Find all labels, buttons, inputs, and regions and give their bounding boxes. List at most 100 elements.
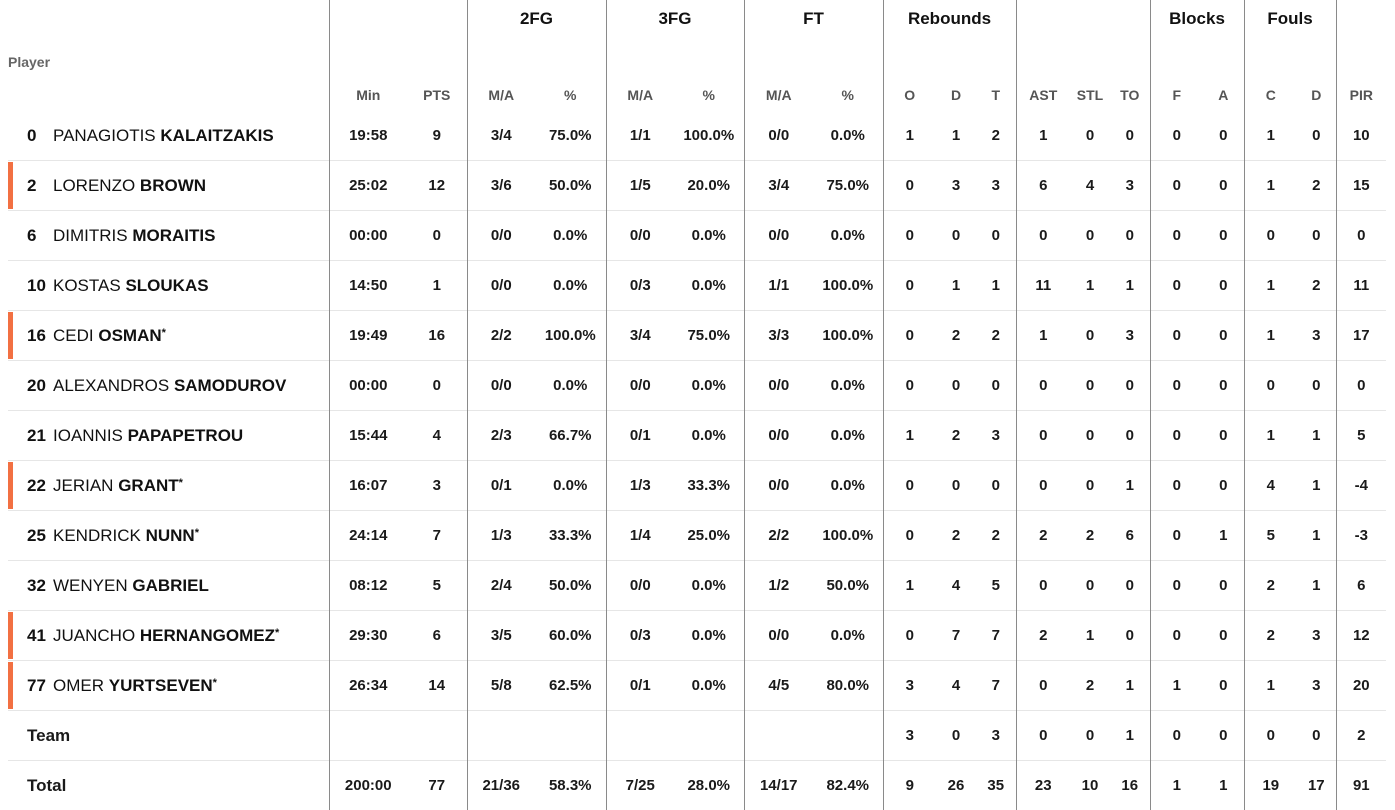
- cell-fouls-drawn: 1: [1297, 411, 1336, 461]
- player-last-name[interactable]: NUNN: [146, 526, 195, 545]
- cell-reb-off: 1: [883, 561, 936, 611]
- cell-2fg-pct: 50.0%: [535, 161, 606, 211]
- cell-points: 16: [407, 311, 467, 361]
- player-number: 25: [27, 526, 49, 546]
- player-last-name[interactable]: SAMODUROV: [174, 376, 286, 395]
- player-last-name[interactable]: KALAITZAKIS: [160, 126, 273, 145]
- total-label: Total: [8, 761, 329, 810]
- header-blk-a[interactable]: A: [1203, 38, 1244, 111]
- cell-2fg-pct: 62.5%: [535, 661, 606, 711]
- cell-blocks-for: 0: [1150, 411, 1203, 461]
- cell-fouls-committed: 19: [1244, 761, 1297, 810]
- cell-2fg-pct: 0.0%: [535, 361, 606, 411]
- cell-blocks-against: 0: [1203, 611, 1244, 661]
- cell-points: 14: [407, 661, 467, 711]
- cell-3fg-made-attempted: 3/4: [606, 311, 674, 361]
- player-last-name[interactable]: YURTSEVEN: [109, 676, 213, 695]
- cell-fouls-drawn: 3: [1297, 311, 1336, 361]
- header-2fg-ma[interactable]: M/A: [467, 38, 535, 111]
- cell-turnovers: 0: [1110, 561, 1150, 611]
- cell-3fg-pct: 0.0%: [674, 361, 744, 411]
- cell-3fg-pct: 75.0%: [674, 311, 744, 361]
- player-first-name: JERIAN: [53, 476, 113, 495]
- cell-3fg-made-attempted: 0/0: [606, 211, 674, 261]
- cell-reb-off: 3: [883, 661, 936, 711]
- header-blk-f[interactable]: F: [1150, 38, 1203, 111]
- cell-minutes: 200:00: [329, 761, 407, 810]
- cell-blocks-for: 0: [1150, 111, 1203, 161]
- cell-3fg-made-attempted: 0/0: [606, 361, 674, 411]
- player-last-name[interactable]: GABRIEL: [132, 576, 209, 595]
- header-3fg-pct[interactable]: %: [674, 38, 744, 111]
- header-3fg-ma[interactable]: M/A: [606, 38, 674, 111]
- cell-reb-total: 5: [976, 561, 1016, 611]
- header-reb-d[interactable]: D: [936, 38, 976, 111]
- header-to[interactable]: TO: [1110, 38, 1150, 111]
- cell-3fg-made-attempted: 0/0: [606, 561, 674, 611]
- player-last-name[interactable]: PAPAPETROU: [128, 426, 244, 445]
- cell-reb-def: 0: [936, 711, 976, 761]
- header-min[interactable]: Min: [329, 38, 407, 111]
- player-last-name[interactable]: HERNANGOMEZ: [140, 626, 275, 645]
- cell-fouls-drawn: 1: [1297, 511, 1336, 561]
- header-reb-o[interactable]: O: [883, 38, 936, 111]
- header-ft-ma[interactable]: M/A: [744, 38, 813, 111]
- cell-pir: 91: [1336, 761, 1386, 810]
- header-ft-pct[interactable]: %: [813, 38, 883, 111]
- cell-fouls-committed: 1: [1244, 261, 1297, 311]
- player-last-name[interactable]: BROWN: [140, 176, 206, 195]
- header-2fg-pct[interactable]: %: [535, 38, 606, 111]
- cell-fouls-drawn: 1: [1297, 561, 1336, 611]
- cell-ft-pct: 0.0%: [813, 611, 883, 661]
- header-pts[interactable]: PTS: [407, 38, 467, 111]
- cell-ft-pct: 50.0%: [813, 561, 883, 611]
- cell-reb-off: 0: [883, 461, 936, 511]
- header-reb-t[interactable]: T: [976, 38, 1016, 111]
- cell-pir: 5: [1336, 411, 1386, 461]
- cell-fouls-drawn: 0: [1297, 111, 1336, 161]
- cell-points: 77: [407, 761, 467, 810]
- cell-steals: 4: [1070, 161, 1110, 211]
- player-last-name[interactable]: SLOUKAS: [125, 276, 208, 295]
- header-player[interactable]: Player: [8, 38, 329, 111]
- cell-turnovers: 6: [1110, 511, 1150, 561]
- cell-3fg-made-attempted: 1/4: [606, 511, 674, 561]
- player-last-name[interactable]: GRANT: [118, 476, 178, 495]
- header-foul-d[interactable]: D: [1297, 38, 1336, 111]
- player-last-name[interactable]: OSMAN: [98, 326, 161, 345]
- cell-ft-made-attempted: 0/0: [744, 211, 813, 261]
- header-stl[interactable]: STL: [1070, 38, 1110, 111]
- cell-steals: 2: [1070, 511, 1110, 561]
- header-foul-c[interactable]: C: [1244, 38, 1297, 111]
- cell-assists: 0: [1016, 711, 1070, 761]
- header-pir[interactable]: PIR: [1336, 38, 1386, 111]
- player-last-name[interactable]: MORAITIS: [132, 226, 215, 245]
- cell-3fg-made-attempted: 1/3: [606, 461, 674, 511]
- header-ast[interactable]: AST: [1016, 38, 1070, 111]
- cell-minutes: 00:00: [329, 211, 407, 261]
